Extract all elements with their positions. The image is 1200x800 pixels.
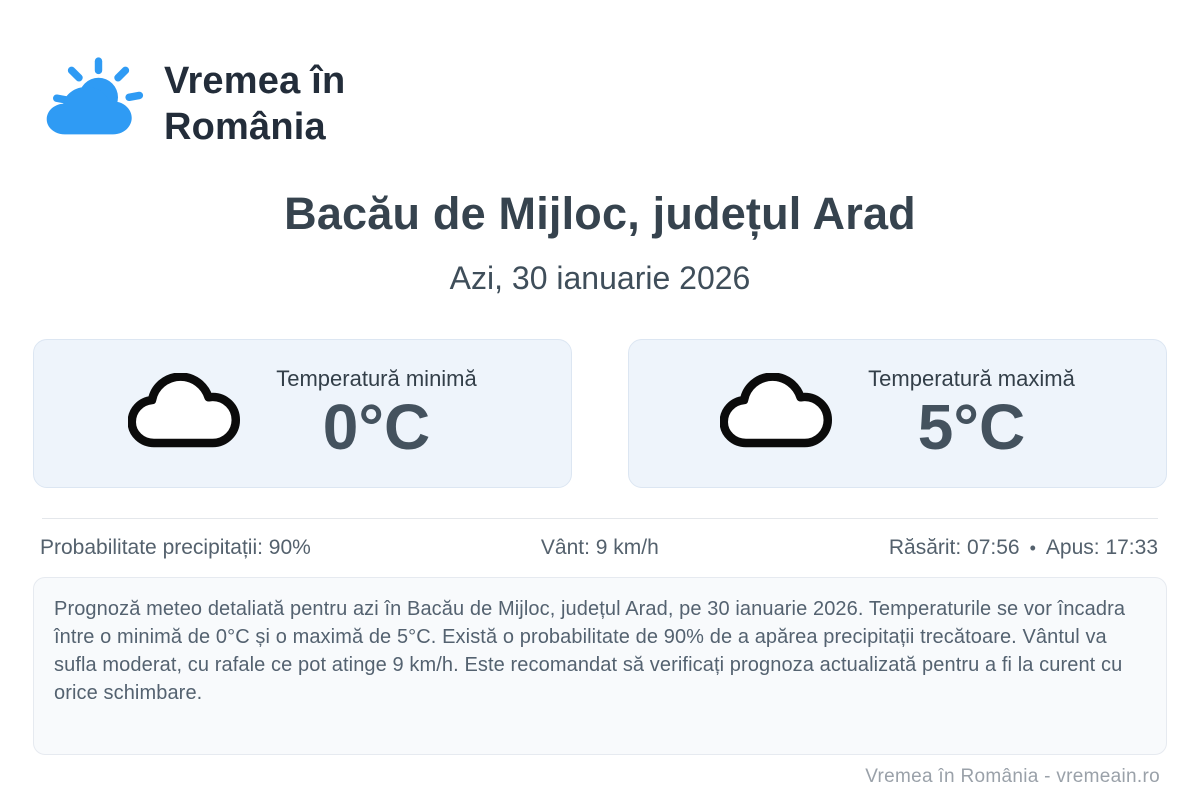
max-temperature-value: 5°C <box>917 390 1026 463</box>
site-name: Vremea în România <box>164 50 345 151</box>
sunrise-stat: Răsărit: 07:56 <box>888 536 1020 559</box>
max-temperature-label: Temperatură maximă <box>868 365 1075 391</box>
min-temperature-text: Temperatură minimă 0°C <box>276 366 477 461</box>
forecast-description: Prognoză meteo detaliată pentru azi în B… <box>33 577 1167 755</box>
max-temperature-text: Temperatură maximă 5°C <box>868 366 1075 461</box>
precipitation-stat: Probabilitate precipitații: 90% <box>40 536 311 559</box>
bullet-separator: • <box>1029 538 1036 558</box>
max-temperature-card: Temperatură maximă 5°C <box>628 339 1167 488</box>
sun-times-stat: Răsărit: 07:56 • Apus: 17:33 <box>889 536 1158 560</box>
page-title: Bacău de Mijloc, județul Arad <box>284 188 916 239</box>
cloud-icon <box>720 373 833 448</box>
min-temperature-value: 0°C <box>322 390 431 463</box>
footer-credit: Vremea în România - vremeain.ro <box>865 766 1160 787</box>
site-name-line1: Vremea în <box>164 60 346 102</box>
sun-cloud-icon <box>46 57 144 135</box>
min-temperature-card: Temperatură minimă 0°C <box>33 339 572 488</box>
site-logo[interactable]: Vremea în România <box>0 0 1200 152</box>
sunset-stat: Apus: 17:33 <box>1045 536 1158 559</box>
wind-stat: Vânt: 9 km/h <box>540 536 659 559</box>
divider <box>42 518 1158 519</box>
site-name-line2: România <box>164 106 326 149</box>
weather-stats-row: Probabilitate precipitații: 90% Vânt: 9 … <box>40 536 1158 560</box>
page-subtitle: Azi, 30 ianuarie 2026 <box>449 260 751 296</box>
temperature-cards: Temperatură minimă 0°C Temperatură maxim… <box>33 339 1167 488</box>
cloud-icon <box>128 373 241 448</box>
min-temperature-label: Temperatură minimă <box>276 365 477 391</box>
